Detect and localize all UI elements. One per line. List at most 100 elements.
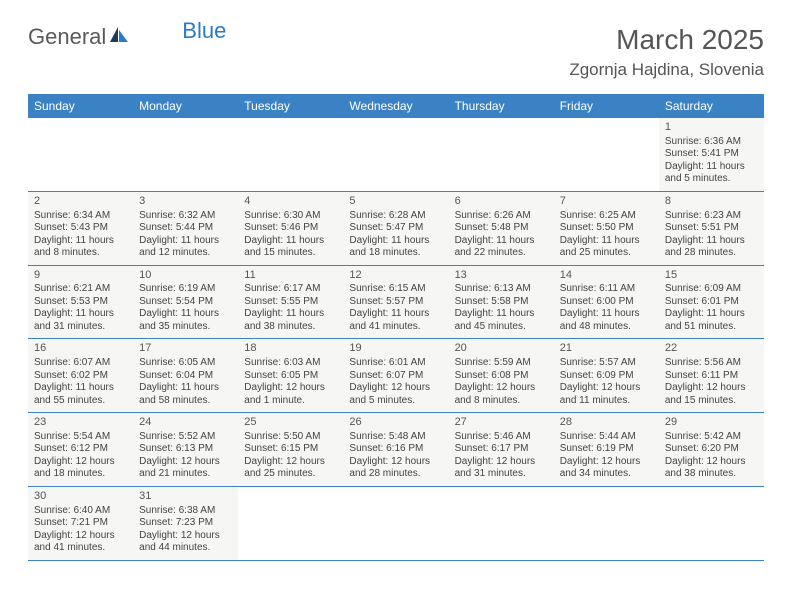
day-detail: Daylight: 11 hours xyxy=(244,235,337,248)
day-number: 18 xyxy=(244,342,337,356)
day-detail: Daylight: 12 hours xyxy=(139,456,232,469)
sail-icon xyxy=(108,25,130,50)
day-detail: and 22 minutes. xyxy=(455,247,548,260)
weekday-header: Saturday xyxy=(659,94,764,118)
day-number: 28 xyxy=(560,416,653,430)
day-detail: Sunset: 6:08 PM xyxy=(455,370,548,383)
weekday-header: Monday xyxy=(133,94,238,118)
day-detail: Daylight: 11 hours xyxy=(139,308,232,321)
calendar-cell xyxy=(343,486,448,560)
day-detail: Sunset: 5:46 PM xyxy=(244,222,337,235)
day-detail: Daylight: 11 hours xyxy=(455,308,548,321)
calendar-cell xyxy=(659,486,764,560)
calendar-cell: 22Sunrise: 5:56 AMSunset: 6:11 PMDayligh… xyxy=(659,339,764,413)
day-detail: Sunset: 5:48 PM xyxy=(455,222,548,235)
calendar-cell xyxy=(554,486,659,560)
day-detail: Sunset: 6:01 PM xyxy=(665,296,758,309)
day-detail: Sunrise: 6:03 AM xyxy=(244,357,337,370)
calendar-cell xyxy=(449,118,554,191)
calendar-cell: 18Sunrise: 6:03 AMSunset: 6:05 PMDayligh… xyxy=(238,339,343,413)
day-detail: Sunrise: 6:30 AM xyxy=(244,210,337,223)
day-number: 23 xyxy=(34,416,127,430)
title-block: March 2025 Zgornja Hajdina, Slovenia xyxy=(569,24,764,80)
day-detail: Daylight: 12 hours xyxy=(244,382,337,395)
day-number: 8 xyxy=(665,195,758,209)
day-detail: Sunrise: 6:38 AM xyxy=(139,505,232,518)
day-detail: Daylight: 12 hours xyxy=(560,456,653,469)
day-detail: Sunrise: 5:59 AM xyxy=(455,357,548,370)
day-number: 13 xyxy=(455,269,548,283)
day-detail: Sunrise: 5:46 AM xyxy=(455,431,548,444)
day-detail: Sunrise: 6:05 AM xyxy=(139,357,232,370)
day-detail: Sunrise: 5:57 AM xyxy=(560,357,653,370)
calendar-cell: 9Sunrise: 6:21 AMSunset: 5:53 PMDaylight… xyxy=(28,265,133,339)
calendar-table: SundayMondayTuesdayWednesdayThursdayFrid… xyxy=(28,94,764,561)
day-detail: Daylight: 11 hours xyxy=(244,308,337,321)
logo-text-2: Blue xyxy=(182,18,226,44)
day-detail: Sunrise: 5:54 AM xyxy=(34,431,127,444)
day-number: 19 xyxy=(349,342,442,356)
calendar-cell: 10Sunrise: 6:19 AMSunset: 5:54 PMDayligh… xyxy=(133,265,238,339)
day-detail: Sunset: 5:54 PM xyxy=(139,296,232,309)
day-detail: and 31 minutes. xyxy=(455,468,548,481)
day-detail: Sunset: 5:50 PM xyxy=(560,222,653,235)
day-detail: and 38 minutes. xyxy=(244,321,337,334)
day-detail: and 31 minutes. xyxy=(34,321,127,334)
day-detail: Daylight: 12 hours xyxy=(349,382,442,395)
day-detail: and 5 minutes. xyxy=(349,395,442,408)
day-detail: Daylight: 11 hours xyxy=(665,161,758,174)
day-detail: and 48 minutes. xyxy=(560,321,653,334)
day-detail: and 41 minutes. xyxy=(34,542,127,555)
day-detail: and 45 minutes. xyxy=(455,321,548,334)
day-number: 17 xyxy=(139,342,232,356)
day-number: 9 xyxy=(34,269,127,283)
day-detail: and 25 minutes. xyxy=(244,468,337,481)
day-number: 27 xyxy=(455,416,548,430)
day-detail: Sunset: 6:11 PM xyxy=(665,370,758,383)
day-detail: Daylight: 11 hours xyxy=(349,235,442,248)
calendar-cell: 7Sunrise: 6:25 AMSunset: 5:50 PMDaylight… xyxy=(554,191,659,265)
day-detail: and 44 minutes. xyxy=(139,542,232,555)
day-detail: Sunrise: 6:40 AM xyxy=(34,505,127,518)
day-detail: and 1 minute. xyxy=(244,395,337,408)
day-detail: Daylight: 11 hours xyxy=(34,382,127,395)
day-detail: Daylight: 11 hours xyxy=(34,308,127,321)
calendar-cell xyxy=(28,118,133,191)
day-detail: Daylight: 11 hours xyxy=(455,235,548,248)
calendar-cell: 3Sunrise: 6:32 AMSunset: 5:44 PMDaylight… xyxy=(133,191,238,265)
day-detail: Sunset: 6:12 PM xyxy=(34,443,127,456)
calendar-cell xyxy=(449,486,554,560)
day-detail: Sunset: 6:20 PM xyxy=(665,443,758,456)
day-detail: and 8 minutes. xyxy=(34,247,127,260)
day-number: 10 xyxy=(139,269,232,283)
day-detail: Sunrise: 6:23 AM xyxy=(665,210,758,223)
day-detail: Sunset: 6:09 PM xyxy=(560,370,653,383)
day-detail: Sunset: 5:51 PM xyxy=(665,222,758,235)
day-detail: and 18 minutes. xyxy=(349,247,442,260)
day-detail: and 55 minutes. xyxy=(34,395,127,408)
day-detail: and 35 minutes. xyxy=(139,321,232,334)
calendar-cell: 4Sunrise: 6:30 AMSunset: 5:46 PMDaylight… xyxy=(238,191,343,265)
day-detail: Sunset: 6:05 PM xyxy=(244,370,337,383)
day-number: 1 xyxy=(665,121,758,135)
day-number: 29 xyxy=(665,416,758,430)
day-detail: and 18 minutes. xyxy=(34,468,127,481)
day-detail: Sunset: 5:44 PM xyxy=(139,222,232,235)
day-number: 24 xyxy=(139,416,232,430)
day-detail: Daylight: 12 hours xyxy=(455,382,548,395)
day-detail: Sunrise: 5:44 AM xyxy=(560,431,653,444)
calendar-cell: 11Sunrise: 6:17 AMSunset: 5:55 PMDayligh… xyxy=(238,265,343,339)
day-detail: Sunrise: 6:01 AM xyxy=(349,357,442,370)
logo: General Blue xyxy=(28,24,226,50)
calendar-cell: 25Sunrise: 5:50 AMSunset: 6:15 PMDayligh… xyxy=(238,413,343,487)
day-detail: Daylight: 12 hours xyxy=(34,456,127,469)
day-detail: and 15 minutes. xyxy=(665,395,758,408)
day-number: 22 xyxy=(665,342,758,356)
calendar-cell: 1Sunrise: 6:36 AMSunset: 5:41 PMDaylight… xyxy=(659,118,764,191)
day-detail: Daylight: 12 hours xyxy=(139,530,232,543)
calendar-cell: 5Sunrise: 6:28 AMSunset: 5:47 PMDaylight… xyxy=(343,191,448,265)
day-number: 7 xyxy=(560,195,653,209)
day-detail: Sunrise: 6:28 AM xyxy=(349,210,442,223)
day-detail: Sunrise: 6:11 AM xyxy=(560,283,653,296)
calendar-cell xyxy=(238,118,343,191)
